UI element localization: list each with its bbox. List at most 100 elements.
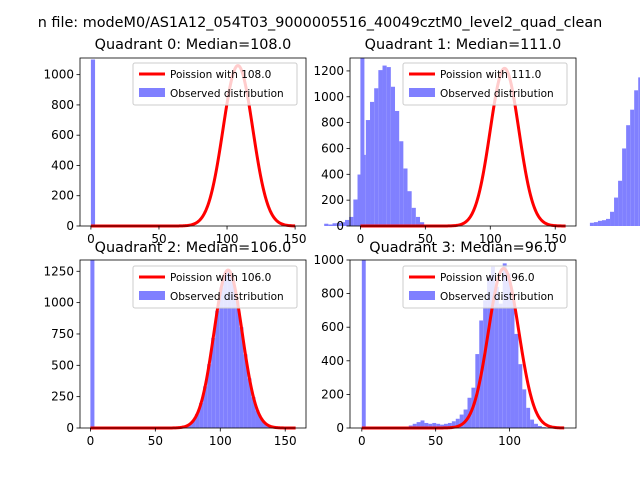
histogram-bar <box>589 222 594 226</box>
histogram-bar <box>444 423 448 428</box>
subplot-title: Quadrant 2: Median=106.0 <box>95 240 292 256</box>
y-tick-label: 400 <box>321 354 344 368</box>
y-tick-label: 200 <box>321 387 344 401</box>
histogram-bar <box>526 407 531 428</box>
observed-histogram <box>90 260 284 428</box>
legend-observed-label: Observed distribution <box>440 88 554 100</box>
histogram-bar <box>215 310 220 428</box>
legend: Poission with 96.0 Observed distribution <box>402 265 568 309</box>
histogram-bar <box>610 211 615 226</box>
histogram-bar <box>490 266 495 428</box>
histogram-bar <box>530 419 535 428</box>
histogram-bar <box>510 300 515 428</box>
histogram-bar <box>416 422 421 428</box>
histogram-bar <box>447 422 452 428</box>
histogram-bar <box>411 207 416 226</box>
histogram-bar <box>324 223 329 226</box>
histogram-bar <box>231 280 236 428</box>
y-tick-label: 200 <box>321 193 344 207</box>
histogram-bar <box>534 423 538 428</box>
histogram-bar <box>223 273 228 428</box>
y-tick-label: 1200 <box>313 64 344 78</box>
histogram-bar <box>203 386 208 428</box>
x-tick-label: 150 <box>544 232 567 246</box>
subplot-title: Quadrant 1: Median=111.0 <box>365 37 562 53</box>
histogram-bar <box>420 420 425 428</box>
histogram-bar <box>336 222 341 226</box>
histogram-bar <box>374 88 379 227</box>
histogram-bar <box>412 423 417 428</box>
y-tick-label: 200 <box>51 189 74 203</box>
histogram-bar <box>634 90 639 226</box>
figure-suptitle: n file: modeM0/AS1A12_054T03_9000005516_… <box>38 15 603 31</box>
histogram-bar <box>255 410 260 428</box>
histogram-bar <box>403 168 408 226</box>
histogram-bar <box>382 65 387 226</box>
y-tick-label: 0 <box>66 219 74 233</box>
histogram-bar <box>340 222 346 226</box>
legend-observed-swatch <box>409 291 435 300</box>
histogram-bar <box>199 402 204 428</box>
x-tick-label: 0 <box>357 232 365 246</box>
legend-frame <box>402 265 568 309</box>
legend-poisson-label: Poission with 108.0 <box>170 69 271 81</box>
subplot-quadrant-2: 0 50 100 150 0 250 500 750 1000 1250 Quadrant 2: … <box>43 240 307 448</box>
histogram-bar <box>360 58 365 226</box>
legend: Poission with 106.0 Observed distributio… <box>132 265 298 309</box>
legend-observed-swatch <box>139 291 165 300</box>
y-tick-label: 400 <box>51 158 74 172</box>
legend-observed-label: Observed distribution <box>440 291 554 303</box>
x-tick-label: 100 <box>479 232 502 246</box>
histogram-bar <box>494 286 499 428</box>
histogram-bar <box>207 364 212 428</box>
axes-frame <box>349 259 577 429</box>
histogram-bar <box>263 423 268 428</box>
y-tick-label: 0 <box>336 421 344 435</box>
histogram-bar <box>251 397 256 428</box>
histogram-bar <box>195 414 200 428</box>
histogram-bar <box>638 77 640 226</box>
subplot-title: Quadrant 3: Median=96.0 <box>369 240 557 256</box>
observed-histogram <box>360 58 640 226</box>
histogram-bar <box>243 354 248 428</box>
histogram-bar <box>455 418 460 428</box>
histogram-bar <box>593 222 598 226</box>
histogram-bar <box>432 422 437 428</box>
y-tick-label: 1250 <box>43 264 74 278</box>
y-tick-label: 600 <box>321 320 344 334</box>
histogram-bar <box>247 378 252 428</box>
histogram-bar <box>630 109 635 226</box>
y-tick-label: 750 <box>51 327 74 341</box>
x-tick-label: 0 <box>87 232 95 246</box>
y-tick-label: 500 <box>51 358 74 372</box>
histogram-bar <box>483 300 488 428</box>
x-tick-label: 50 <box>151 232 166 246</box>
histogram-bar <box>506 273 511 428</box>
histogram-bar <box>332 223 337 226</box>
histogram-bar <box>618 180 623 226</box>
histogram-bar <box>502 263 507 428</box>
histogram-bar <box>451 421 456 428</box>
histogram-bar <box>386 67 391 226</box>
y-tick-label: 1000 <box>43 296 74 310</box>
legend-frame <box>132 62 298 106</box>
x-tick-label: 50 <box>418 232 433 246</box>
y-tick-label: 1000 <box>313 253 344 267</box>
histogram-bar <box>361 260 366 428</box>
observed-histogram <box>90 59 437 227</box>
histogram-bar <box>622 148 627 226</box>
histogram-bar <box>424 422 429 428</box>
histogram-bar <box>395 110 400 226</box>
x-tick-label: 0 <box>87 434 95 448</box>
x-tick-label: 0 <box>358 434 366 448</box>
y-tick-label: 1000 <box>313 90 344 104</box>
axes-frame <box>349 57 577 227</box>
histogram-bar <box>498 303 503 428</box>
x-tick-label: 50 <box>148 434 163 448</box>
axes-frame <box>79 259 307 429</box>
histogram-bar <box>90 59 96 226</box>
histogram-bar <box>459 414 464 428</box>
histogram-bar <box>390 86 396 226</box>
